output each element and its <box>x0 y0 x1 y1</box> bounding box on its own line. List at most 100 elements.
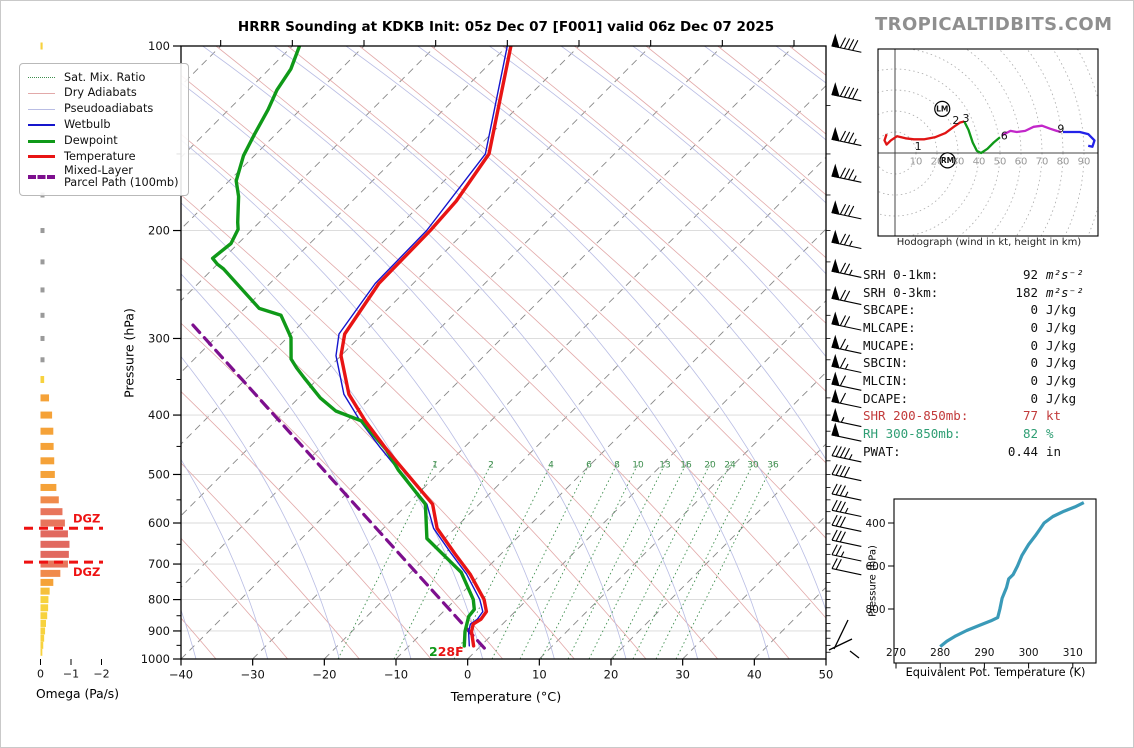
barb-full <box>843 86 851 98</box>
barb-pennant <box>831 388 840 404</box>
hodo-ring-label: 70 <box>1036 157 1049 168</box>
mixing-ratio-label: 1 <box>432 461 438 471</box>
pseudoadiabat-line <box>417 46 826 461</box>
hodograph-caption: Hodograph (wind in kt, height in km) <box>896 237 1082 248</box>
barb-full <box>843 263 851 275</box>
mixing-ratio-label: 10 <box>632 461 644 471</box>
wind-barb <box>831 33 862 53</box>
temperature-curve <box>339 46 513 648</box>
stat-unit: J/kg <box>1046 319 1077 335</box>
dewpoint-curve <box>210 46 476 648</box>
stat-value: 82 <box>1022 425 1038 441</box>
legend-item: Dry Adiabats <box>28 86 180 102</box>
stat-unit: % <box>1046 425 1054 441</box>
barb-pennant <box>831 200 840 215</box>
hodo-height-label: 3 <box>962 112 969 125</box>
isotherm-line <box>324 156 826 659</box>
legend-item: Sat. Mix. Ratio <box>28 70 180 86</box>
stats-panel: SRH 0-1km: 92 m²s⁻² SRH 0-3km: 182 m²s⁻² SBCAP… <box>863 266 1129 460</box>
thetae-curve <box>939 501 1085 648</box>
stat-unit: in <box>1046 443 1062 459</box>
barb-full <box>848 87 855 99</box>
legend-item-label: Dewpoint <box>64 133 118 147</box>
page-title: HRRR Sounding at KDKB Init: 05z Dec 07 [… <box>237 19 775 35</box>
dgz-label: DGZ <box>73 511 100 525</box>
wind-barb <box>831 229 862 250</box>
watermark: TROPICALTIDBITS.COM <box>875 14 1113 35</box>
stat-value: 92 <box>1022 267 1038 282</box>
temperature-line-sample <box>28 155 55 159</box>
stat-unit: m²s⁻² <box>1046 284 1084 300</box>
omega-bar <box>40 483 57 491</box>
wind-barb <box>831 529 862 547</box>
thetae-y-tick-label: 800 <box>865 604 885 616</box>
barb-half <box>853 138 857 145</box>
dgz-label: DGZ <box>73 565 100 579</box>
barb-full <box>848 132 855 144</box>
mixing-ratio-label: 24 <box>724 461 736 471</box>
stat-row: SBCAPE: 0 J/kg <box>863 301 1129 319</box>
barb-full <box>843 290 851 302</box>
thetae-x-tick-label: 300 <box>1019 647 1039 659</box>
barb-pennant <box>831 258 840 274</box>
barb-full <box>835 559 842 570</box>
thetae-x-tick-label: 290 <box>974 647 994 659</box>
omega-bar <box>40 634 45 642</box>
barb-full <box>839 315 847 326</box>
dry-adiabat-line <box>574 46 826 259</box>
pseudoadiabat-line <box>560 46 826 275</box>
legend-item: Mixed-Layer Parcel Path (100mb) <box>28 164 180 190</box>
barb-full <box>831 464 838 475</box>
mixing-ratio-line <box>655 459 756 659</box>
stat-row: RH 300-850mb: 82% <box>863 425 1129 443</box>
stat-value: 0 <box>1030 390 1038 406</box>
hodo-marker-circle <box>934 100 951 118</box>
barb-pennant <box>831 422 840 438</box>
stat-row: SBCIN: 0 J/kg <box>863 354 1129 372</box>
mixing-ratio-label: 6 <box>586 461 592 471</box>
stat-value: 182 <box>1015 284 1038 300</box>
barb-full <box>831 514 838 526</box>
wind-barb <box>831 499 862 518</box>
barb-full <box>839 465 846 477</box>
mixing-ratio-line <box>491 459 592 659</box>
barb-staff <box>831 493 862 501</box>
stat-value: 0 <box>1030 355 1038 371</box>
stat-unit: m²s⁻² <box>1046 267 1084 282</box>
stat-value: 77 <box>1022 408 1038 424</box>
barb-full <box>843 447 851 459</box>
wetbulb-line-sample <box>28 124 55 127</box>
barb-half <box>849 269 853 276</box>
isotherm-line <box>181 46 508 373</box>
barb-staff <box>831 568 862 576</box>
hodo-ring-label: 20 <box>931 157 944 168</box>
dry-adiabat-line <box>181 537 288 659</box>
stat-label: SHR 200-850mb: <box>863 408 969 424</box>
barb-pennant <box>831 33 840 49</box>
omega-bar <box>40 560 68 568</box>
mixing-ratio-label: 13 <box>659 461 670 471</box>
isotherm-line <box>682 515 826 659</box>
wind-barb <box>831 353 862 374</box>
omega-bar <box>40 457 55 465</box>
barb-full <box>839 375 847 387</box>
barb-full <box>839 357 847 369</box>
stat-label: PWAT: <box>863 443 901 459</box>
barb-staff <box>831 554 862 562</box>
barb-full <box>843 131 851 143</box>
pressure-tick-label: 600 <box>148 516 170 530</box>
mixing-ratio-label: 4 <box>548 461 554 471</box>
omega-bar <box>40 596 49 604</box>
pressure-tick-label: 500 <box>148 467 170 481</box>
dewpoint-line-sample <box>28 139 55 143</box>
legend-item-label: Pseudoadiabats <box>64 102 154 116</box>
hodo-ring-label: 60 <box>1015 157 1028 168</box>
barb-pennant <box>831 126 840 142</box>
wind-barb <box>831 126 862 147</box>
barb-full <box>839 262 847 274</box>
pseudoadiabat-line <box>181 202 484 659</box>
barb-full <box>839 531 846 543</box>
skewt-frame <box>180 45 827 660</box>
pressure-tick-label: 200 <box>148 224 170 238</box>
pressure-tick-label: 700 <box>148 557 170 571</box>
